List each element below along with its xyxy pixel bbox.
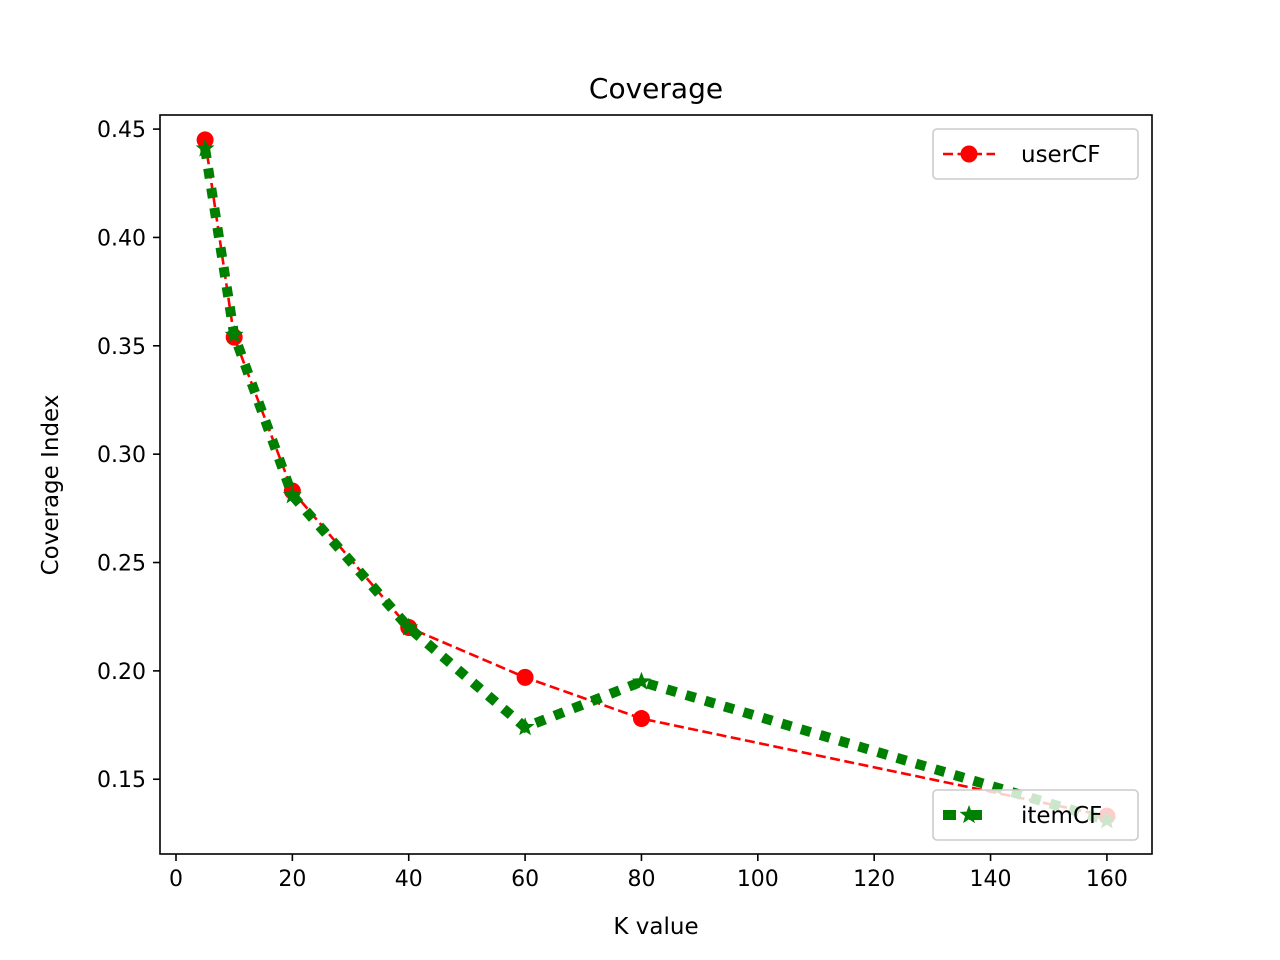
point-itemcf: [515, 717, 535, 736]
legend-itemcf: itemCF: [932, 789, 1139, 841]
point-usercf: [516, 668, 534, 686]
x-tick-label: 100: [737, 867, 779, 892]
series-line-usercf: [203, 139, 1108, 818]
point-itemcf: [224, 324, 244, 344]
y-tick-label: 0.30: [97, 443, 146, 468]
point-usercf: [632, 710, 650, 728]
chart-title: Coverage: [589, 72, 723, 105]
y-axis-label: Coverage Index: [38, 395, 64, 576]
axes-ticks: 0 20 40 60 80 100 120 140 160 0.15 0.20 0.25 0.30 0.3…: [97, 114, 1153, 892]
y-tick-label: 0.45: [97, 118, 146, 143]
legends: userCF itemCF: [932, 128, 1139, 841]
y-tick-label: 0.20: [97, 660, 146, 685]
legend-usercf: userCF: [932, 128, 1139, 180]
plot-area: [195, 131, 1117, 829]
y-tick-label: 0.25: [97, 552, 146, 577]
y-tick-label: 0.40: [97, 226, 146, 251]
x-tick-label: 120: [853, 867, 895, 892]
axes-frame: [159, 114, 1153, 855]
x-tick-label: 80: [627, 867, 655, 892]
point-itemcf: [282, 485, 302, 504]
x-axis-label: K value: [613, 914, 698, 940]
legend-box: [932, 128, 1139, 180]
x-tick-label: 40: [395, 867, 423, 892]
x-tick-label: 0: [169, 867, 183, 892]
x-tick-label: 140: [970, 867, 1012, 892]
legend-marker: [959, 805, 979, 824]
point-itemcf: [195, 138, 215, 157]
series-line-itemcf: [200, 147, 1109, 826]
y-tick-label: 0.35: [97, 335, 146, 360]
legend-label: itemCF: [1021, 803, 1102, 829]
point-itemcf: [399, 617, 419, 636]
x-tick-label: 60: [511, 867, 539, 892]
legend-label: userCF: [1021, 142, 1100, 168]
x-tick-label: 160: [1086, 867, 1128, 892]
legend-box: [932, 789, 1139, 841]
legend-marker: [960, 145, 978, 163]
point-itemcf: [631, 671, 651, 690]
y-tick-label: 0.15: [97, 768, 146, 793]
x-tick-label: 20: [278, 867, 306, 892]
